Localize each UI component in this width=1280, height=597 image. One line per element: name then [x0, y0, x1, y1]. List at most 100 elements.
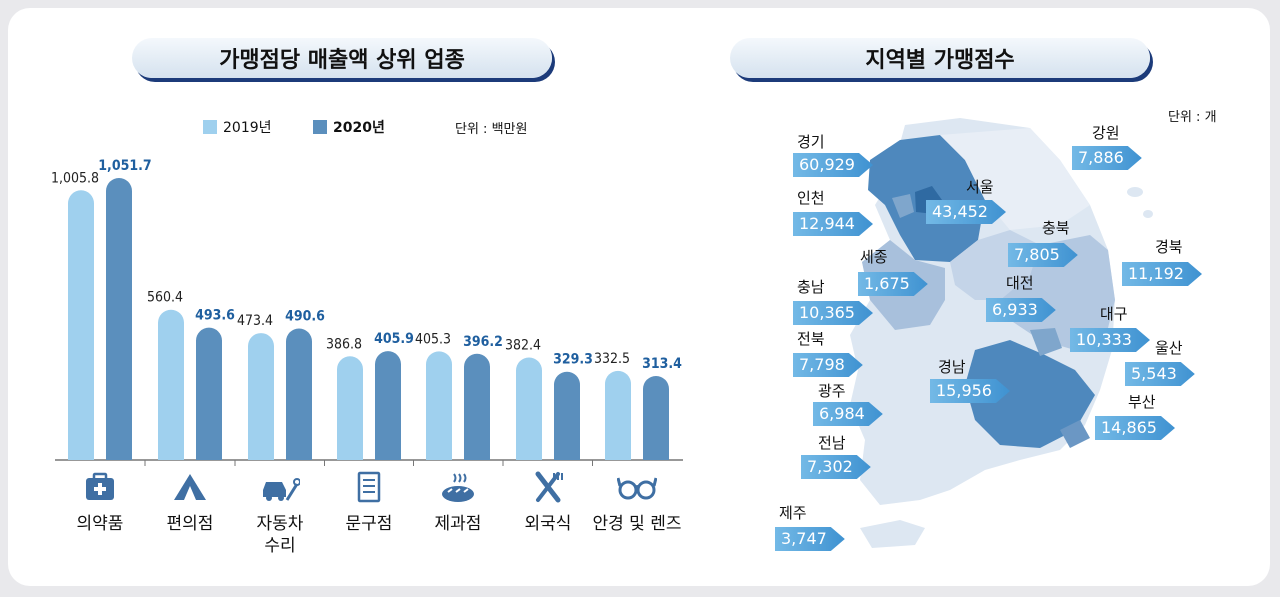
- legend-2019: 2019년: [203, 117, 272, 137]
- category-label-line: 안경 및 렌즈: [592, 514, 682, 534]
- region-name: 광주: [818, 382, 846, 400]
- bar-value-label: 396.2: [463, 334, 503, 350]
- category-label: 안경 및 렌즈: [587, 513, 687, 535]
- region-name: 대전: [1006, 274, 1034, 292]
- legend-swatch-2020: [313, 120, 327, 134]
- category-label-line: 편의점: [166, 514, 214, 534]
- bar-value-label: 332.5: [594, 351, 630, 367]
- bar-2019: [516, 357, 542, 460]
- bar-value-label: 1,051.7: [98, 158, 151, 174]
- region-value-tag: 3,747: [775, 527, 845, 551]
- region-value-tag: 10,365: [793, 301, 873, 325]
- legend-label-2020: 2020년: [333, 120, 385, 136]
- bar-2020: [643, 375, 669, 460]
- chart-title: 가맹점당 매출액 상위 업종: [132, 38, 552, 78]
- bar-value-label: 560.4: [147, 290, 183, 306]
- region-value-tag: 12,944: [793, 212, 873, 236]
- region-value-tag: 11,192: [1122, 262, 1202, 286]
- region-value-tag: 1,675: [858, 272, 928, 296]
- region-name: 부산: [1128, 393, 1156, 411]
- map-jeju: [860, 520, 925, 548]
- region-name: 대구: [1100, 305, 1128, 323]
- bar-2020: [554, 371, 580, 460]
- bar-2019: [158, 309, 184, 460]
- bar-value-label: 405.3: [415, 331, 451, 347]
- category-label-line: 수리: [264, 536, 296, 556]
- category-label: 편의점: [140, 513, 240, 535]
- category-label-line: 자동차: [256, 514, 304, 534]
- region-value-tag: 14,865: [1095, 416, 1175, 440]
- bar-value-label: 473.4: [237, 313, 273, 329]
- region-name: 세종: [860, 248, 888, 266]
- tent-icon: [170, 470, 210, 504]
- bread-icon: [438, 470, 478, 504]
- bar-2019: [68, 190, 94, 461]
- bar-2020: [196, 327, 222, 460]
- region-name: 울산: [1155, 339, 1183, 357]
- map-busan: [1060, 420, 1090, 448]
- map-title: 지역별 가맹점수: [730, 38, 1150, 78]
- bar-value-label: 1,005.8: [51, 170, 99, 186]
- chart-unit: 단위 : 백만원: [455, 122, 528, 137]
- region-name: 경남: [938, 358, 966, 376]
- region-value-tag: 6,933: [986, 298, 1056, 322]
- bar-2020: [464, 353, 490, 460]
- fork-knife-icon: [528, 470, 568, 504]
- category-label-line: 의약품: [76, 514, 124, 534]
- category-label: 문구점: [319, 513, 419, 535]
- map-gyeongnam: [965, 340, 1095, 448]
- region-name: 경북: [1155, 238, 1183, 256]
- region-value-tag: 60,929: [793, 153, 873, 177]
- category-label: 외국식: [498, 513, 598, 535]
- bar-2020: [375, 351, 401, 460]
- legend-label-2019: 2019년: [223, 120, 272, 136]
- first-aid-icon: [80, 470, 120, 504]
- map-unit: 단위 : 개: [1168, 110, 1217, 125]
- region-name: 충북: [1042, 219, 1070, 237]
- bar-value-label: 405.9: [374, 331, 414, 347]
- bar-value-label: 386.8: [326, 336, 362, 352]
- category-label: 의약품: [50, 513, 150, 535]
- region-value-tag: 7,805: [1008, 243, 1078, 267]
- bar-value-label: 493.6: [195, 308, 235, 324]
- map-daegu: [1030, 328, 1062, 356]
- bar-2020: [106, 178, 132, 460]
- region-name: 전남: [818, 434, 846, 452]
- legend-swatch-2019: [203, 120, 217, 134]
- category-label: 제과점: [408, 513, 508, 535]
- bar-value-label: 313.4: [642, 356, 682, 372]
- region-name: 경기: [797, 133, 825, 151]
- car-repair-icon: [260, 470, 301, 504]
- region-name: 인천: [797, 189, 825, 207]
- category-label-line: 제과점: [434, 514, 482, 534]
- region-value-tag: 6,984: [813, 402, 883, 426]
- region-value-tag: 43,452: [926, 200, 1006, 224]
- map-gangwon: [940, 128, 1090, 230]
- legend-2020: 2020년: [313, 117, 385, 137]
- bar-2019: [605, 370, 631, 460]
- region-value-tag: 7,886: [1072, 146, 1142, 170]
- map-incheon: [892, 194, 914, 218]
- region-name: 충남: [797, 278, 825, 296]
- category-label: 자동차 수리: [230, 513, 330, 557]
- category-label-line: 문구점: [345, 514, 393, 534]
- bar-2020: [286, 328, 312, 460]
- bar-value-label: 329.3: [553, 352, 593, 368]
- bar-value-label: 382.4: [505, 337, 541, 353]
- bar-value-label: 490.6: [285, 308, 325, 324]
- notebook-icon: [349, 470, 389, 504]
- region-value-tag: 5,543: [1125, 362, 1195, 386]
- bar-2019: [248, 333, 274, 460]
- map-island: [1143, 210, 1153, 218]
- region-value-tag: 15,956: [930, 379, 1010, 403]
- category-label-line: 외국식: [524, 514, 572, 534]
- bar-2019: [426, 351, 452, 460]
- region-value-tag: 7,798: [793, 353, 863, 377]
- region-name: 제주: [779, 504, 807, 522]
- region-name: 강원: [1092, 124, 1120, 142]
- region-name: 서울: [966, 178, 994, 196]
- region-name: 전북: [797, 330, 825, 348]
- bar-2019: [337, 356, 363, 460]
